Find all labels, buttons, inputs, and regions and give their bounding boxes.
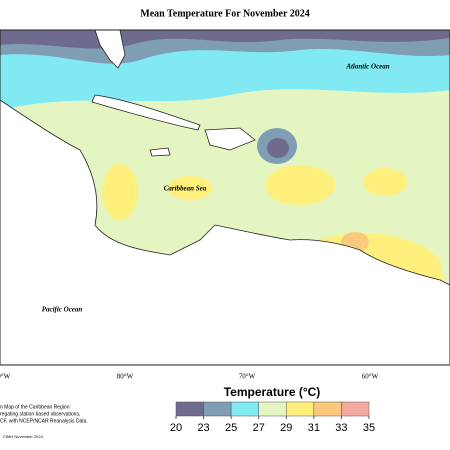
legend-tick-label: 31 bbox=[308, 422, 320, 434]
cuba bbox=[91, 94, 201, 131]
ocean-label: Pacific Ocean bbox=[42, 306, 83, 314]
footnote: CF, with NCEP/NCAR Reanalysis Data. bbox=[0, 418, 88, 424]
legend-tick-label: 27 bbox=[253, 422, 265, 434]
footnote: CIMH November 2024 bbox=[3, 434, 44, 439]
lon-label: 70°W bbox=[239, 373, 256, 381]
jamaica bbox=[149, 147, 171, 157]
lon-label: 80°W bbox=[117, 373, 134, 381]
land-mass bbox=[0, 99, 450, 365]
legend-swatch bbox=[341, 401, 370, 417]
legend-tick-label: 29 bbox=[280, 422, 292, 434]
legend-tick-label: 25 bbox=[225, 422, 237, 434]
field-29-31 bbox=[363, 168, 407, 196]
legend-swatch bbox=[313, 401, 342, 417]
legend-tick-label: 35 bbox=[363, 422, 375, 434]
legend: 20 23 25 27 29 31 33 35 bbox=[170, 401, 375, 434]
field-20-23 bbox=[267, 138, 289, 158]
footnote: regating station based observations, bbox=[0, 411, 80, 417]
footnote: n Map of the Caribbean Region bbox=[0, 404, 70, 410]
florida bbox=[94, 30, 126, 69]
lon-label: 90°W bbox=[0, 373, 11, 381]
field-29-31 bbox=[265, 165, 335, 205]
legend-tick-label: 20 bbox=[170, 422, 182, 434]
map-frame bbox=[0, 29, 450, 366]
field-29-31 bbox=[102, 164, 138, 220]
legend-swatch bbox=[175, 401, 204, 417]
hispaniola bbox=[204, 127, 256, 151]
legend-swatch bbox=[286, 401, 315, 417]
ocean-label: Atlantic Ocean bbox=[345, 63, 389, 71]
map: Atlantic Ocean Caribbean Sea Pacific Oce… bbox=[0, 29, 450, 366]
legend-swatch bbox=[230, 401, 259, 417]
legend-title: Temperature (°C) bbox=[224, 385, 321, 399]
legend-tick-label: 33 bbox=[335, 422, 347, 434]
sea-label: Caribbean Sea bbox=[164, 185, 207, 193]
field-29-31 bbox=[168, 176, 212, 200]
legend-swatch bbox=[258, 401, 287, 417]
lon-label: 60°W bbox=[362, 373, 379, 381]
legend-swatch bbox=[203, 401, 232, 417]
map-title: Mean Temperature For November 2024 bbox=[140, 8, 309, 19]
legend-tick-label: 23 bbox=[197, 422, 209, 434]
